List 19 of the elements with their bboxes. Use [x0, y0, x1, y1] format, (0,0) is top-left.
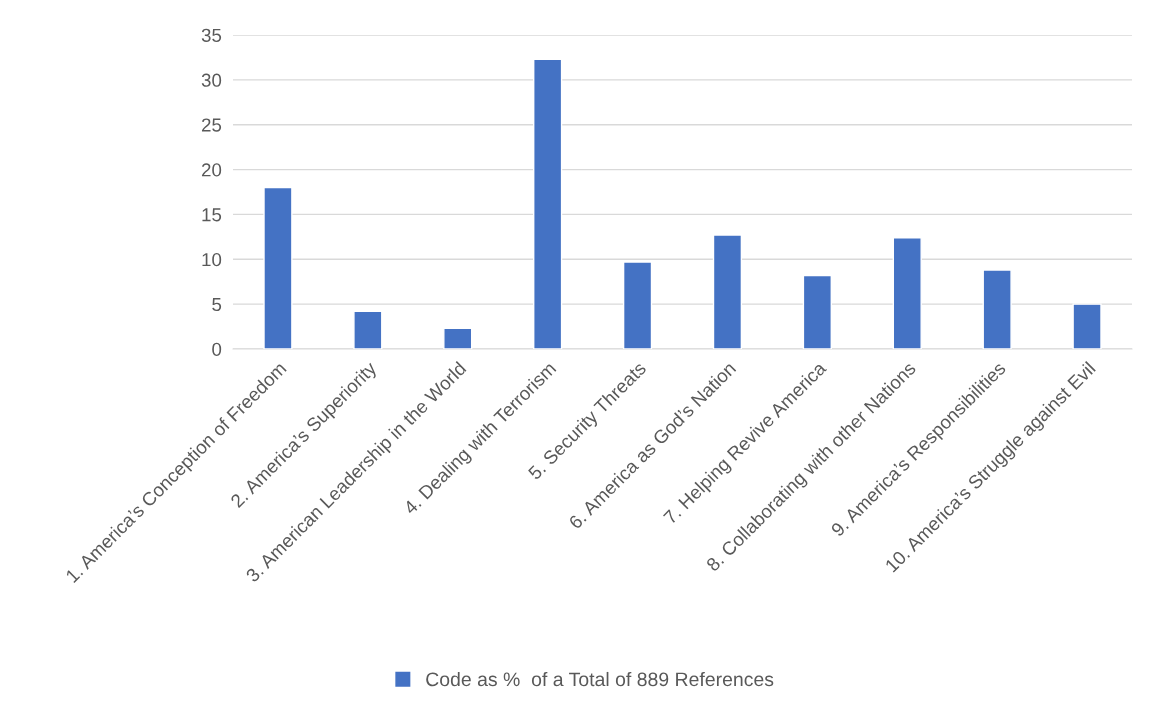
y-tick-label: 15 [202, 208, 222, 222]
legend-label: Code as % of a Total of 889 References [426, 671, 774, 687]
y-tick-label: 5 [212, 298, 222, 312]
bar [443, 327, 473, 349]
bar [712, 234, 743, 349]
y-tick-label: 0 [212, 342, 222, 356]
y-tick-label: 20 [201, 163, 222, 177]
bar [802, 274, 832, 349]
bar [622, 261, 653, 349]
bar [892, 237, 922, 349]
bar [353, 310, 383, 349]
bar [533, 58, 563, 349]
bar [1072, 303, 1102, 349]
y-tick-label: 35 [201, 28, 222, 42]
bar [263, 186, 293, 349]
y-tick-label: 25 [201, 118, 222, 132]
y-tick-label: 30 [201, 73, 222, 87]
y-tick-label: 10 [202, 252, 222, 267]
bar [982, 269, 1012, 349]
